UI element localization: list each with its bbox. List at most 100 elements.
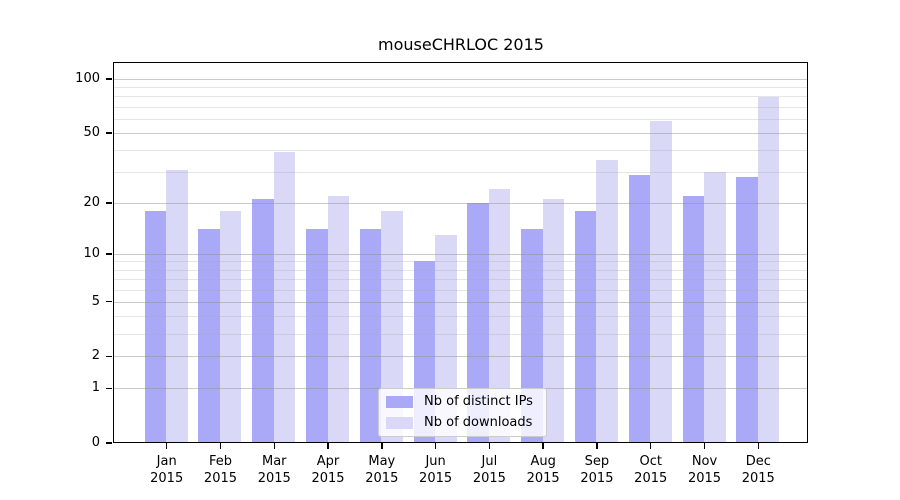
major-gridline (113, 202, 808, 204)
bar-downloads-aug (542, 199, 565, 443)
month-year: 2015 (203, 471, 238, 486)
bar-downloads-jan (166, 169, 188, 443)
month-year: 2015 (257, 471, 291, 486)
major-gridline (113, 253, 808, 255)
minor-gridline (113, 333, 808, 335)
bar-downloads-may (381, 210, 403, 443)
minor-gridline (113, 106, 808, 108)
bar-downloads-oct (650, 121, 672, 443)
minor-gridline (113, 316, 808, 318)
y-tick-mark (106, 202, 112, 204)
month-name: Sep (584, 454, 610, 469)
x-tick-mark (381, 443, 383, 449)
bar-downloads-feb (219, 210, 242, 443)
y-tick-label: 1 (91, 380, 100, 396)
chart-title: mouseCHRLOC 2015 (378, 35, 544, 54)
x-tick-label: Jul 2015 (457, 453, 521, 487)
month-year: 2015 (580, 471, 614, 486)
minor-gridline (113, 118, 808, 120)
x-tick-mark (596, 443, 598, 449)
month-name: Dec (745, 454, 771, 469)
major-gridline (113, 79, 808, 80)
month-year: 2015 (365, 471, 399, 486)
minor-gridline (113, 150, 808, 152)
x-tick-label: Sep 2015 (565, 453, 629, 487)
bar-downloads-mar (273, 152, 296, 443)
minor-gridline (113, 261, 808, 263)
x-tick-label: Jun 2015 (404, 453, 468, 487)
bar-downloads-jul (488, 189, 511, 443)
major-gridline (113, 132, 808, 134)
y-tick-mark (106, 132, 112, 134)
minor-gridline (113, 289, 808, 291)
y-tick-mark (106, 442, 112, 444)
month-name: Feb (208, 454, 232, 469)
y-tick-label: 20 (83, 194, 100, 210)
month-name: Aug (530, 454, 556, 469)
bar-distinct-ips-mar (252, 199, 274, 443)
month-year: 2015 (472, 471, 506, 486)
month-name: Mar (261, 454, 287, 469)
month-year: 2015 (687, 471, 722, 486)
x-tick-mark (703, 443, 706, 449)
y-tick-mark (106, 300, 112, 303)
minor-gridline (113, 278, 808, 280)
month-year: 2015 (634, 471, 668, 486)
month-name: Apr (316, 454, 340, 469)
x-tick-mark (166, 443, 168, 449)
bar-downloads-dec (757, 97, 780, 443)
x-tick-label: Feb 2015 (188, 453, 252, 487)
x-tick-mark (488, 443, 491, 449)
month-year: 2015 (150, 471, 184, 486)
y-tick-label: 5 (91, 293, 100, 309)
bar-distinct-ips-nov (682, 195, 704, 443)
legend-label: Nb of distinct IPs (424, 394, 533, 409)
month-name: Jul (481, 454, 498, 469)
x-tick-label: Dec 2015 (726, 453, 790, 487)
month-name: Nov (691, 454, 718, 469)
y-tick-label: 50 (83, 124, 100, 140)
x-tick-label: Nov 2015 (673, 453, 737, 487)
y-tick-mark (106, 387, 112, 390)
major-gridline (113, 356, 808, 358)
x-tick-label: Oct 2015 (619, 453, 683, 487)
y-tick-mark (106, 355, 112, 358)
legend-row: Nb of downloads (386, 416, 546, 430)
plot-area (113, 62, 808, 443)
x-tick-mark (273, 443, 275, 449)
month-year: 2015 (526, 471, 560, 486)
x-tick-label: Aug 2015 (511, 453, 575, 487)
x-tick-mark (757, 443, 759, 449)
x-tick-label: Apr 2015 (296, 453, 360, 487)
x-tick-label: Jan 2015 (135, 453, 199, 487)
month-name: May (368, 454, 396, 469)
y-tick-mark (106, 253, 112, 255)
bar-distinct-ips-oct (628, 174, 651, 443)
bar-distinct-ips-jan (144, 210, 167, 443)
bar-distinct-ips-dec (736, 177, 758, 443)
legend-swatch-downloads (386, 416, 413, 430)
x-tick-mark (542, 443, 544, 449)
legend-label: Nb of downloads (424, 415, 533, 430)
legend: Nb of distinct IPs Nb of downloads (378, 388, 547, 437)
major-gridline (113, 301, 808, 303)
y-tick-label: 2 (91, 348, 100, 364)
y-tick-label: 10 (83, 245, 100, 261)
bar-distinct-ips-feb (198, 229, 220, 443)
legend-row: Nb of distinct IPs (386, 395, 546, 409)
month-year: 2015 (419, 471, 453, 486)
minor-gridline (113, 87, 808, 89)
bar-downloads-apr (327, 195, 350, 443)
bar-downloads-nov (704, 172, 726, 443)
minor-gridline (113, 269, 808, 271)
month-year: 2015 (311, 471, 345, 486)
x-tick-mark (650, 443, 652, 449)
x-tick-mark (219, 443, 222, 449)
y-tick-label: 0 (91, 435, 100, 450)
x-tick-label: May 2015 (350, 453, 414, 487)
legend-swatch-distinct-ips (386, 395, 413, 409)
x-tick-mark (434, 443, 437, 449)
month-name: Oct (639, 454, 662, 469)
x-tick-label: Mar 2015 (242, 453, 306, 487)
month-name: Jan (156, 454, 177, 469)
